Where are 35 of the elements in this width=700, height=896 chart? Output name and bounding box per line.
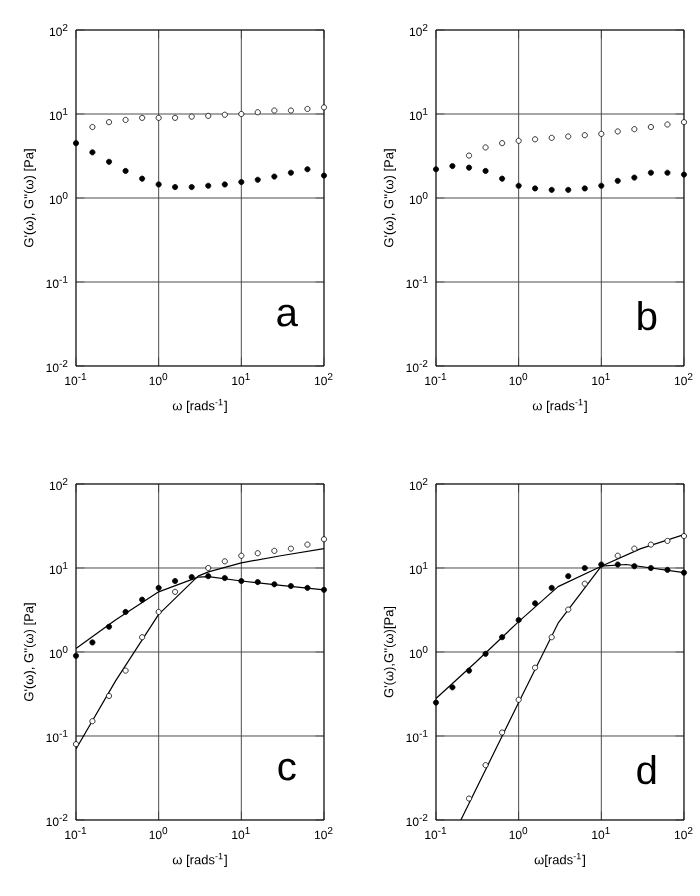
point — [139, 634, 146, 641]
point — [221, 558, 228, 565]
point — [89, 718, 96, 725]
point — [172, 578, 179, 585]
point — [205, 573, 212, 580]
point — [320, 586, 327, 593]
point — [122, 608, 129, 615]
point — [205, 565, 212, 571]
point — [172, 588, 179, 595]
point — [106, 692, 113, 699]
point — [271, 581, 278, 588]
point — [139, 596, 146, 603]
annotation: d — [637, 754, 656, 785]
point — [73, 652, 79, 659]
point — [89, 639, 96, 646]
point — [122, 667, 129, 674]
point — [304, 541, 311, 548]
point — [320, 536, 327, 543]
point — [238, 578, 245, 585]
annotation: c — [278, 758, 296, 781]
point — [155, 608, 162, 615]
annotation: b — [638, 300, 657, 331]
point — [155, 584, 162, 591]
annotation: a — [277, 304, 298, 327]
point — [254, 579, 261, 586]
point — [287, 545, 294, 552]
point — [254, 550, 261, 557]
point — [188, 574, 195, 581]
point — [106, 623, 113, 630]
point — [287, 583, 294, 590]
point — [271, 547, 278, 554]
point — [73, 741, 79, 748]
point — [238, 552, 245, 559]
point — [304, 584, 311, 591]
point — [221, 575, 228, 582]
